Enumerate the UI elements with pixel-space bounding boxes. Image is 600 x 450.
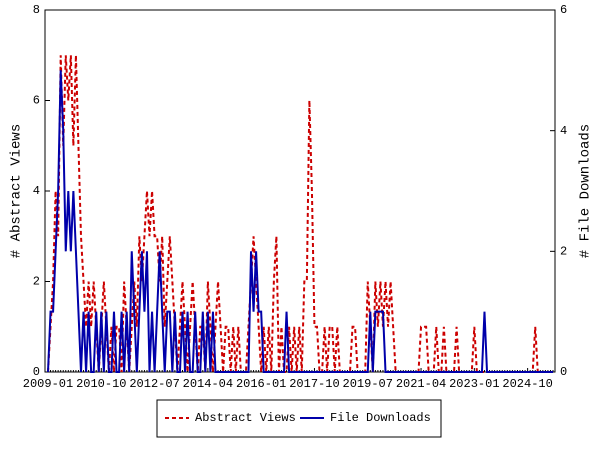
x-tick-label: 2010-10 <box>76 377 126 391</box>
legend-label: File Downloads <box>330 411 431 425</box>
y-tick-label: 0 <box>33 365 40 379</box>
y-tick-label: 2 <box>33 275 40 289</box>
x-tick-label: 2023-01 <box>449 377 499 391</box>
x-tick-label: 2016-01 <box>236 377 286 391</box>
x-tick-label: 2017-10 <box>289 377 339 391</box>
x-tick-label: 2014-04 <box>183 377 233 391</box>
x-tick-label: 2012-07 <box>129 377 179 391</box>
y2-tick-label: 6 <box>560 3 567 17</box>
y2-tick-label: 4 <box>560 124 567 138</box>
x-tick-label: 2021-04 <box>396 377 446 391</box>
series-line <box>47 70 553 373</box>
legend-label: Abstract Views <box>195 411 296 425</box>
x-tick-label: 2009-01 <box>23 377 73 391</box>
y2-tick-label: 0 <box>560 365 567 379</box>
x-tick-label: 2024-10 <box>502 377 552 391</box>
y-tick-label: 8 <box>33 3 40 17</box>
y2-axis-title: # File Downloads <box>578 124 594 258</box>
series-line <box>47 55 553 373</box>
y-axis-title: # Abstract Views <box>9 124 25 258</box>
legend-box <box>156 399 442 438</box>
y-tick-label: 4 <box>33 184 40 198</box>
y2-tick-label: 2 <box>560 245 567 259</box>
y-tick-label: 6 <box>33 94 40 108</box>
x-tick-label: 2019-07 <box>343 377 393 391</box>
